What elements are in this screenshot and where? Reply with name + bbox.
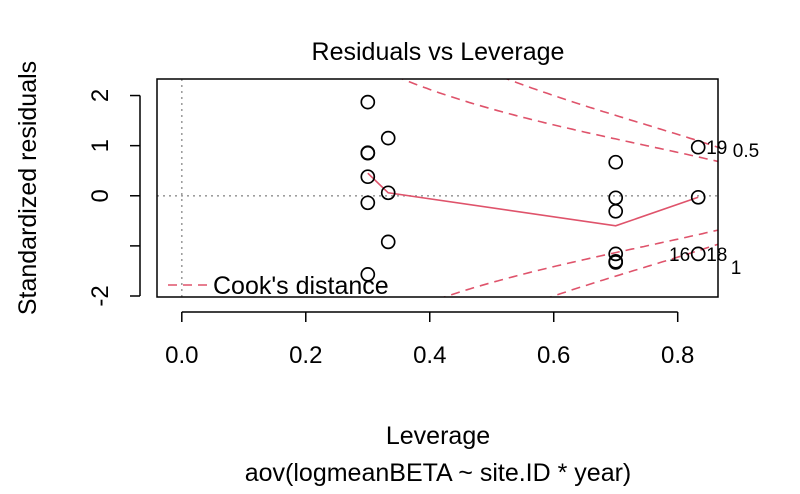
y-axis: 2 1 0 -2 xyxy=(87,89,141,307)
data-point xyxy=(690,189,706,205)
data-point xyxy=(608,203,624,219)
cooks-contour-label: 1 xyxy=(731,258,742,279)
data-point xyxy=(360,169,376,185)
data-point xyxy=(690,139,706,155)
data-point xyxy=(360,195,376,211)
smoother-line xyxy=(367,172,699,227)
legend: Cook's distance xyxy=(168,272,389,300)
point-label: 16 xyxy=(669,245,690,266)
data-points xyxy=(360,94,706,282)
x-axis-label: Leverage xyxy=(386,422,490,450)
data-point xyxy=(608,246,624,262)
data-point xyxy=(380,130,396,146)
point-label: 18 xyxy=(706,245,727,266)
data-point xyxy=(360,145,376,161)
data-point xyxy=(608,190,624,206)
x-tick-label: 0.6 xyxy=(537,342,570,369)
point-label: 19 xyxy=(706,138,727,159)
data-point xyxy=(360,267,376,282)
x-axis: 0.0 0.2 0.4 0.6 0.8 xyxy=(165,311,694,369)
reference-lines xyxy=(157,79,718,297)
y-axis-label: Standardized residuals xyxy=(14,61,42,315)
y-tick-label: 1 xyxy=(87,139,114,152)
chart-subtitle: aov(logmeanBETA ~ site.ID * year) xyxy=(245,459,632,487)
data-point xyxy=(608,154,624,170)
chart-title: Residuals vs Leverage xyxy=(312,38,565,66)
y-tick-label: 2 xyxy=(87,89,114,102)
cooks-contour-lower-0.5 xyxy=(441,229,718,297)
x-tick-label: 0.0 xyxy=(165,342,198,369)
data-point xyxy=(380,234,396,250)
data-point xyxy=(690,246,706,262)
data-point xyxy=(360,94,376,110)
cooks-contour-upper-1 xyxy=(504,79,718,149)
cooks-distance-contours xyxy=(400,79,718,297)
plot-frame xyxy=(156,78,719,298)
y-tick-label: 0 xyxy=(87,189,114,202)
data-point xyxy=(380,185,396,201)
cooks-contour-label: 0.5 xyxy=(733,141,759,162)
y-tick-label: -2 xyxy=(87,285,114,306)
cooks-contour-upper-0.5 xyxy=(400,79,718,163)
x-tick-label: 0.2 xyxy=(289,342,322,369)
smoother-group xyxy=(367,172,699,227)
x-tick-label: 0.4 xyxy=(413,342,446,369)
cooks-contour-labels: 0.51 xyxy=(731,141,760,279)
cooks-contour-lower-1 xyxy=(548,243,718,297)
point-labels: 19 16 18 xyxy=(669,138,727,266)
x-tick-label: 0.8 xyxy=(661,342,694,369)
legend-label: Cook's distance xyxy=(213,272,389,300)
data-point xyxy=(608,255,624,270)
